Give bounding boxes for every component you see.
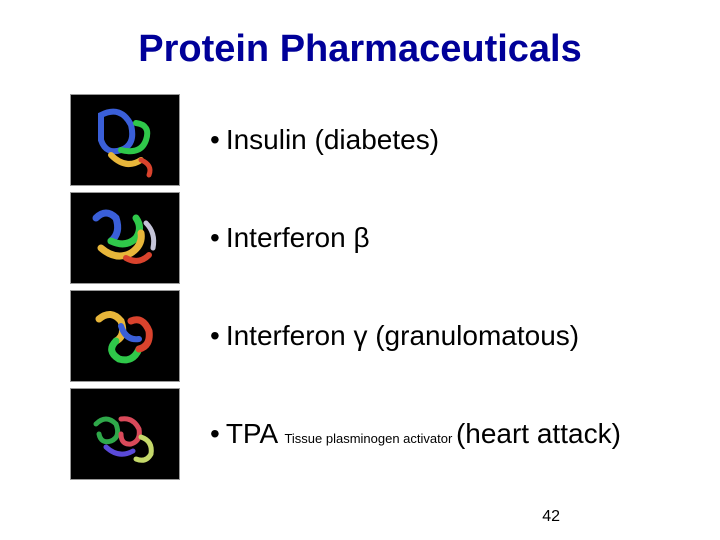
bullet-interferon-gamma: •Interferon γ (granulomatous) <box>180 320 579 352</box>
protein-structure-icon <box>70 94 180 186</box>
bullet-small-text: Tissue plasminogen activator <box>284 431 456 446</box>
bullet-label-prefix: TPA <box>226 418 285 449</box>
protein-structure-icon <box>70 192 180 284</box>
bullet-insulin: •Insulin (diabetes) <box>180 124 439 156</box>
slide-title: Protein Pharmaceuticals <box>0 0 720 91</box>
bullet-label-suffix: (heart attack) <box>456 418 621 449</box>
bullet-tpa: •TPA Tissue plasminogen activator (heart… <box>180 418 621 450</box>
protein-structure-icon <box>70 388 180 480</box>
bullet-label-prefix: Interferon γ <box>226 320 368 351</box>
page-number: 42 <box>542 508 560 526</box>
list-item: •TPA Tissue plasminogen activator (heart… <box>70 385 720 483</box>
list-item: •Interferon β <box>70 189 720 287</box>
list-item: •Interferon γ (granulomatous) <box>70 287 720 385</box>
bullet-interferon-beta: •Interferon β <box>180 222 370 254</box>
protein-structure-icon <box>70 290 180 382</box>
content-area: •Insulin (diabetes) •Interferon β •Inter… <box>0 91 720 483</box>
list-item: •Insulin (diabetes) <box>70 91 720 189</box>
bullet-label: Insulin (diabetes) <box>226 124 439 155</box>
bullet-label-suffix: (granulomatous) <box>367 320 579 351</box>
bullet-label: Interferon β <box>226 222 370 253</box>
